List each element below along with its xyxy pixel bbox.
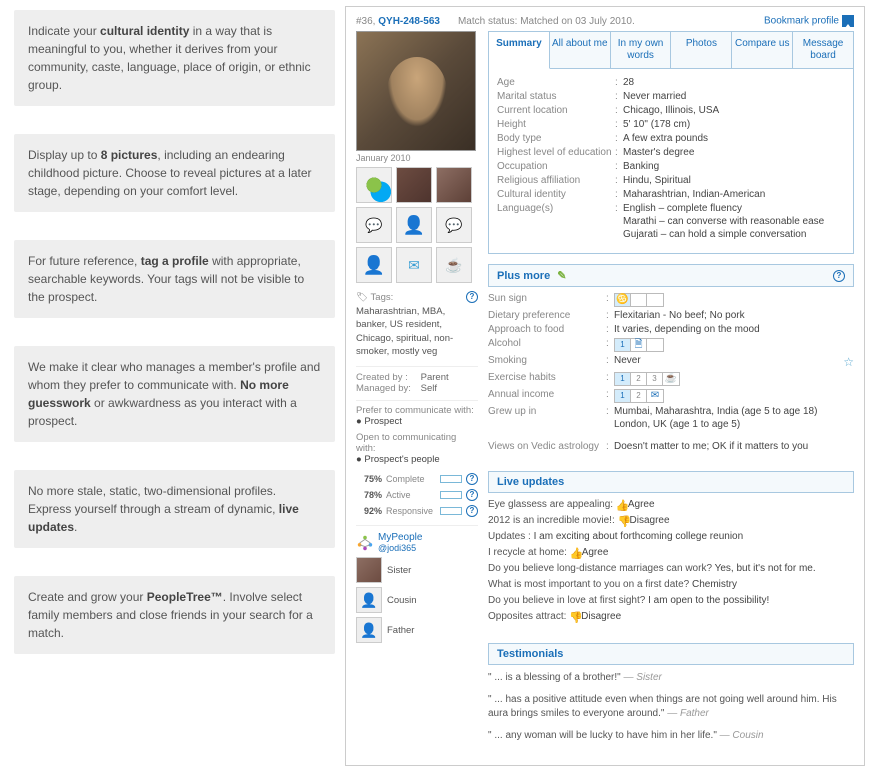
star-icon[interactable]: ☆	[843, 355, 854, 369]
field-value: 5' 10" (178 cm)	[623, 119, 845, 130]
indicator: 1🗎	[614, 338, 664, 352]
field-value: Banking	[623, 161, 845, 172]
indicator: 123☕	[614, 372, 680, 386]
photo-action[interactable]: ☕	[436, 247, 472, 283]
live-update-row: Opposites attract: 👎Disagree	[488, 611, 854, 622]
tab-photos[interactable]: Photos	[671, 32, 732, 69]
tab-summary[interactable]: Summary	[489, 32, 550, 69]
help-icon[interactable]: ?	[466, 291, 478, 303]
progress-bar	[440, 507, 462, 515]
photo-thumbnail[interactable]: 👤	[396, 207, 432, 243]
photo-date: January 2010	[356, 153, 478, 163]
avatar: 👤	[356, 587, 382, 613]
people-tree-person[interactable]: 👤Cousin	[356, 587, 478, 613]
photo-thumbnail[interactable]	[436, 167, 472, 203]
field-label: Marital status	[497, 91, 615, 102]
feature-callout: Create and grow your PeopleTree™. Involv…	[14, 576, 335, 654]
field-label: Body type	[497, 133, 615, 144]
field-value: Never married	[623, 91, 845, 102]
people-tree-person[interactable]: Sister	[356, 557, 478, 583]
live-update-row: Do you believe in love at first sight? I…	[488, 595, 854, 606]
managed-by-section: Created by : Parent Managed by: Self	[356, 366, 478, 394]
field-value: Chicago, Illinois, USA	[623, 105, 845, 116]
field-label: Height	[497, 119, 615, 130]
communication-prefs: Prefer to communicate with: ● Prospect O…	[356, 400, 478, 465]
field-label: Age	[497, 77, 615, 88]
summary-panel: Age:28Marital status:Never marriedCurren…	[488, 69, 854, 254]
live-update-row: Do you believe long-distance marriages c…	[488, 563, 854, 574]
feature-callout: No more stale, static, two-dimensional p…	[14, 470, 335, 548]
peopletree-icon	[356, 534, 374, 552]
testimonial: " ... any woman will be lucky to have hi…	[488, 729, 854, 743]
photo-action[interactable]: 💬	[436, 207, 472, 243]
live-update-row: Eye glassess are appealing: 👍Agree	[488, 499, 854, 510]
field-value: Hindu, Spiritual	[623, 175, 845, 186]
help-icon[interactable]: ?	[466, 505, 478, 517]
progress-bar	[440, 491, 462, 499]
indicator: 12✉	[614, 389, 664, 403]
feature-callout: Display up to 8 pictures, including an e…	[14, 134, 335, 212]
feature-callout: We make it clear who manages a member's …	[14, 346, 335, 442]
live-updates-header[interactable]: Live updates	[488, 471, 854, 493]
testimonial: " ... has a positive attitude even when …	[488, 693, 854, 721]
live-update-row: Updates : I am exciting about forthcomin…	[488, 531, 854, 542]
plus-more-header[interactable]: Plus more ✎ ?	[488, 264, 854, 287]
avatar: 👤	[356, 617, 382, 643]
field-label: Current location	[497, 105, 615, 116]
avatar	[356, 557, 382, 583]
field-label: Occupation	[497, 161, 615, 172]
main-photo[interactable]	[356, 31, 476, 151]
testimonials-header[interactable]: Testimonials	[488, 643, 854, 665]
profile-card: #36, QYH-248-563 Match status: Matched o…	[345, 6, 865, 766]
profile-tabs: SummaryAll about meIn my own wordsPhotos…	[488, 31, 854, 69]
progress-bar	[440, 475, 462, 483]
tab-in-my-own-words[interactable]: In my own words	[611, 32, 672, 69]
feature-callout: For future reference, tag a profile with…	[14, 240, 335, 318]
help-icon[interactable]: ?	[466, 489, 478, 501]
profile-id: #36, QYH-248-563	[356, 16, 440, 27]
tab-all-about-me[interactable]: All about me	[550, 32, 611, 69]
thumbs-up-icon: 👍	[570, 547, 582, 557]
live-update-row: 2012 is an incredible movie!: 👎Disagree	[488, 515, 854, 526]
field-value: 28	[623, 77, 845, 88]
indicator: ♋	[614, 293, 664, 307]
help-icon[interactable]: ?	[466, 473, 478, 485]
people-tree-person[interactable]: 👤Father	[356, 617, 478, 643]
tags-section: 🏷 Tags:? Maharashtrian, MBA, banker, US …	[356, 291, 478, 358]
field-value: A few extra pounds	[623, 133, 845, 144]
photo-thumbnail[interactable]: 👤	[356, 247, 392, 283]
thumbs-down-icon: 👎	[618, 515, 630, 525]
field-label: Religious affiliation	[497, 175, 615, 186]
feature-callouts: Indicate your cultural identity in a way…	[0, 0, 345, 772]
photo-action[interactable]: ✉	[396, 247, 432, 283]
tab-compare-us[interactable]: Compare us	[732, 32, 793, 69]
feature-callout: Indicate your cultural identity in a way…	[14, 10, 335, 106]
thumbs-down-icon: 👎	[569, 611, 581, 621]
live-update-row: What is most important to you on a first…	[488, 579, 854, 590]
field-label: Highest level of education	[497, 147, 615, 158]
photo-thumbnail[interactable]	[396, 167, 432, 203]
field-label: Cultural identity	[497, 189, 615, 200]
edit-icon[interactable]: ✎	[557, 270, 566, 282]
bookmark-profile-link[interactable]: Bookmark profile	[764, 15, 854, 27]
thumbs-up-icon: 👍	[616, 499, 628, 509]
profile-id-link[interactable]: QYH-248-563	[378, 16, 440, 27]
tab-message-board[interactable]: Message board	[793, 32, 853, 69]
photo-thumbnail[interactable]	[356, 167, 392, 203]
bookmark-icon	[842, 15, 854, 27]
profile-stats-bars: 75%Complete?78%Active?92%Responsive?	[356, 473, 478, 517]
testimonial: " ... is a blessing of a brother!" — Sis…	[488, 671, 854, 685]
photo-action[interactable]: 💬	[356, 207, 392, 243]
tags-list: Maharashtrian, MBA, banker, US resident,…	[356, 305, 478, 358]
thumbnail-grid: 💬 👤 💬 👤 ✉ ☕	[356, 167, 478, 283]
mypeople-section: MyPeople@jodi365 Sister👤Cousin👤Father	[356, 525, 478, 643]
field-value: Master's degree	[623, 147, 845, 158]
help-icon[interactable]: ?	[833, 270, 845, 282]
field-value: Maharashtrian, Indian-American	[623, 189, 845, 200]
live-update-row: I recycle at home: 👍Agree	[488, 547, 854, 558]
match-status: Match status: Matched on 03 July 2010.	[458, 16, 635, 27]
